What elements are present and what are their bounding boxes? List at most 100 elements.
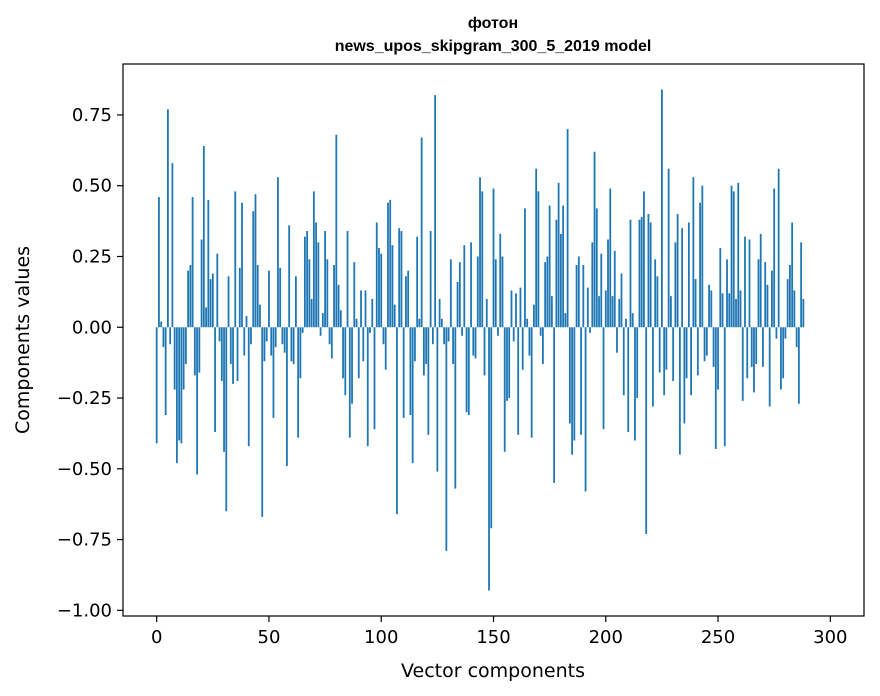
x-tick-label: 100 xyxy=(364,627,398,648)
bar xyxy=(699,202,701,328)
x-axis-label: Vector components xyxy=(401,660,585,682)
bar xyxy=(171,163,174,328)
bar xyxy=(202,146,205,328)
bar xyxy=(297,327,300,438)
bar xyxy=(667,168,670,328)
bar xyxy=(229,327,232,365)
x-tick-label: 250 xyxy=(701,627,735,648)
bar xyxy=(396,327,398,515)
bar xyxy=(577,256,580,328)
bar xyxy=(524,208,526,328)
bar xyxy=(236,327,239,382)
bar xyxy=(685,327,688,379)
bar xyxy=(405,276,407,328)
bar xyxy=(467,327,470,416)
bar xyxy=(207,199,210,328)
x-tick-label: 300 xyxy=(813,627,847,648)
bar xyxy=(517,327,520,435)
bar xyxy=(158,197,160,328)
bar xyxy=(189,264,192,328)
bar xyxy=(528,327,531,356)
bar xyxy=(488,327,490,591)
bar xyxy=(281,327,284,345)
bar xyxy=(310,298,313,328)
bar xyxy=(290,327,293,362)
x-axis-ticks: 0 50 100 150 200 250 300 xyxy=(151,616,847,648)
bar xyxy=(782,327,785,379)
bar xyxy=(678,327,681,455)
bar xyxy=(241,202,243,328)
y-tick-label: −0.25 xyxy=(57,388,112,409)
bar xyxy=(613,250,616,328)
bar xyxy=(535,168,538,328)
bar xyxy=(425,327,428,365)
y-tick-label: −1.00 xyxy=(57,600,112,621)
bar xyxy=(762,327,764,367)
bar xyxy=(198,327,201,373)
bar xyxy=(530,327,533,438)
bar xyxy=(268,270,270,328)
bar xyxy=(690,327,692,396)
bar xyxy=(710,290,713,328)
bar xyxy=(665,327,668,370)
bar xyxy=(443,327,445,345)
bar xyxy=(658,327,661,373)
bar xyxy=(324,231,326,328)
bar xyxy=(568,327,571,424)
bar xyxy=(526,318,529,328)
bar xyxy=(337,284,340,328)
bar xyxy=(537,191,540,328)
bar xyxy=(312,191,315,328)
bar xyxy=(346,231,349,328)
bar xyxy=(634,327,636,441)
bar xyxy=(497,327,499,336)
bar xyxy=(182,327,185,390)
bar xyxy=(155,327,158,444)
bar xyxy=(768,327,771,407)
y-tick-label: 0.00 xyxy=(72,317,112,338)
bar xyxy=(591,242,594,328)
bar xyxy=(654,259,657,328)
bar xyxy=(434,95,437,328)
bar xyxy=(564,313,567,328)
bar xyxy=(191,197,194,328)
bar xyxy=(618,298,621,328)
bar xyxy=(694,279,697,328)
bar xyxy=(562,205,565,328)
bar xyxy=(371,298,374,328)
plot-frame xyxy=(122,63,865,617)
bar xyxy=(232,327,234,384)
bar xyxy=(407,270,410,328)
bar xyxy=(351,327,353,404)
bar xyxy=(602,327,605,430)
bar xyxy=(739,290,742,328)
bar xyxy=(330,327,333,359)
bar xyxy=(223,327,225,452)
bar xyxy=(292,327,295,365)
bar xyxy=(216,253,219,328)
bar xyxy=(362,327,365,362)
bar xyxy=(533,304,535,328)
bar xyxy=(301,327,304,333)
bar xyxy=(274,327,277,348)
bar xyxy=(607,239,609,328)
bar xyxy=(797,327,800,404)
bar xyxy=(180,327,183,444)
bar xyxy=(288,225,291,328)
bar xyxy=(461,327,463,336)
bar xyxy=(220,327,223,382)
bar xyxy=(452,327,454,365)
bar xyxy=(465,327,468,413)
bar xyxy=(609,188,612,328)
bar xyxy=(164,327,167,416)
bar xyxy=(162,327,165,348)
bar xyxy=(474,327,477,359)
bar xyxy=(546,256,549,328)
bar xyxy=(205,307,207,328)
bar xyxy=(672,327,675,382)
x-tick-label: 200 xyxy=(589,627,623,648)
bar xyxy=(757,259,760,328)
bar xyxy=(490,327,493,529)
bar xyxy=(319,327,322,336)
bar xyxy=(353,262,356,328)
